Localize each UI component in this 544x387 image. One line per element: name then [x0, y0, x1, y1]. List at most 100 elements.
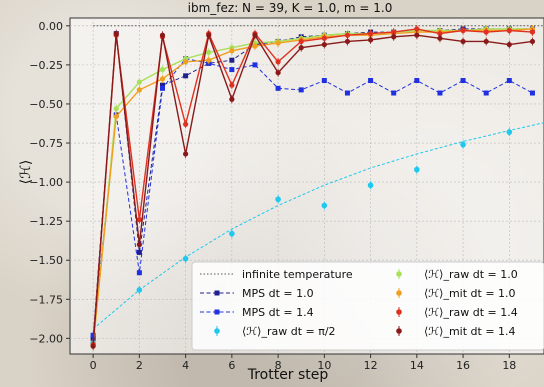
- data-point-square: [368, 78, 374, 84]
- data-point-circle: [113, 106, 119, 112]
- data-point-circle: [460, 27, 466, 34]
- data-point-circle: [506, 41, 512, 48]
- data-point-square: [252, 62, 258, 68]
- legend-label: ⟨ℋ⟩_mit dt = 1.4: [424, 325, 516, 338]
- data-point-circle: [136, 287, 143, 293]
- data-point-circle: [344, 38, 351, 45]
- data-point-square: [506, 78, 512, 84]
- data-point-circle: [391, 34, 397, 40]
- y-tick-label: −1.50: [29, 254, 63, 267]
- legend-label: infinite temperature: [242, 268, 353, 281]
- data-point-circle: [298, 45, 304, 51]
- x-tick-label: 12: [364, 359, 378, 372]
- series-line-7: [92, 32, 533, 347]
- data-point-circle: [321, 41, 327, 48]
- data-point-square: [460, 78, 466, 84]
- data-point-circle: [391, 29, 397, 35]
- x-tick-label: 14: [410, 359, 424, 372]
- data-point-circle: [229, 48, 235, 54]
- legend-label: ⟨ℋ⟩_mit dt = 1.0: [424, 287, 516, 300]
- legend-label: MPS dt = 1.4: [242, 306, 314, 319]
- series-line-mps: [92, 58, 533, 336]
- data-point-square: [483, 90, 489, 96]
- data-point-circle: [206, 32, 212, 38]
- x-tick-label: 0: [90, 359, 97, 372]
- data-point-circle: [275, 70, 281, 76]
- fit-line-pi-half: [92, 122, 544, 330]
- data-point-circle: [159, 76, 166, 82]
- data-point-circle: [183, 151, 189, 157]
- data-point-circle: [483, 38, 489, 45]
- data-point-circle: [414, 26, 420, 32]
- y-tick-label: −1.00: [29, 176, 63, 189]
- data-point-square: [229, 57, 235, 63]
- data-point-circle: [506, 129, 513, 135]
- legend-marker: [396, 271, 402, 277]
- y-axis-label: ⟨ℋ⟩: [18, 160, 34, 185]
- legend-label: ⟨ℋ⟩_raw dt = π/2: [242, 325, 336, 338]
- data-point-circle: [344, 32, 351, 38]
- x-tick-label: 18: [502, 359, 516, 372]
- x-tick-label: 8: [275, 359, 282, 372]
- data-point-circle: [437, 35, 443, 41]
- x-axis-label: Trotter step: [247, 367, 329, 383]
- data-point-square: [414, 78, 420, 84]
- data-point-circle: [206, 49, 212, 55]
- legend: infinite temperature MPS dt = 1.0 MPS dt =…: [191, 261, 544, 351]
- data-point-circle: [252, 43, 258, 49]
- legend-label: ⟨ℋ⟩_raw dt = 1.0: [424, 268, 518, 281]
- legend-label: MPS dt = 1.0: [242, 287, 314, 300]
- data-point-circle: [321, 202, 328, 209]
- data-point-circle: [136, 242, 142, 248]
- data-point-circle: [275, 40, 281, 46]
- data-point-circle: [136, 79, 142, 85]
- data-point-circle: [529, 38, 536, 45]
- x-tick-label: 10: [317, 359, 331, 372]
- data-point-circle: [90, 343, 96, 349]
- data-point-circle: [182, 255, 189, 262]
- legend-marker: [214, 290, 220, 296]
- data-point-square: [298, 87, 304, 93]
- data-point-circle: [367, 182, 374, 189]
- legend-marker: [396, 309, 402, 315]
- data-point-circle: [252, 32, 258, 38]
- data-point-circle: [414, 32, 420, 38]
- data-point-square: [229, 67, 235, 73]
- data-point-circle: [298, 38, 304, 45]
- data-point-circle: [183, 59, 189, 65]
- legend-marker: [396, 328, 402, 334]
- legend-label: ⟨ℋ⟩_raw dt = 1.4: [424, 306, 518, 319]
- chart-title: ibm_fez: N = 39, K = 1.0, m = 1.0: [188, 1, 393, 15]
- data-point-circle: [159, 32, 166, 38]
- data-point-circle: [275, 59, 281, 65]
- data-point-circle: [113, 31, 119, 37]
- data-point-circle: [460, 141, 466, 148]
- x-tick-label: 2: [136, 359, 143, 372]
- data-point-circle: [229, 96, 235, 102]
- data-point-circle: [460, 38, 466, 45]
- data-point-circle: [136, 87, 142, 93]
- data-point-circle: [529, 29, 536, 35]
- data-point-circle: [483, 29, 489, 35]
- data-point-circle: [506, 27, 512, 34]
- data-point-circle: [437, 31, 443, 37]
- data-point-square: [391, 90, 397, 96]
- x-tick-label: 4: [182, 359, 189, 372]
- data-point-circle: [229, 82, 235, 88]
- data-point-circle: [183, 121, 189, 127]
- data-point-square: [344, 90, 350, 96]
- data-point-circle: [113, 113, 119, 120]
- data-point-circle: [159, 66, 166, 73]
- legend-marker: [214, 309, 220, 315]
- x-tick-label: 16: [456, 359, 470, 372]
- data-point-square: [136, 249, 142, 255]
- data-point-square: [159, 82, 165, 88]
- legend-marker: [214, 328, 220, 334]
- data-point-circle: [206, 57, 212, 63]
- data-point-circle: [321, 35, 327, 41]
- data-point-square: [529, 90, 535, 96]
- y-tick-label: −0.50: [29, 98, 63, 111]
- legend-box: [191, 261, 544, 351]
- data-point-square: [159, 85, 165, 91]
